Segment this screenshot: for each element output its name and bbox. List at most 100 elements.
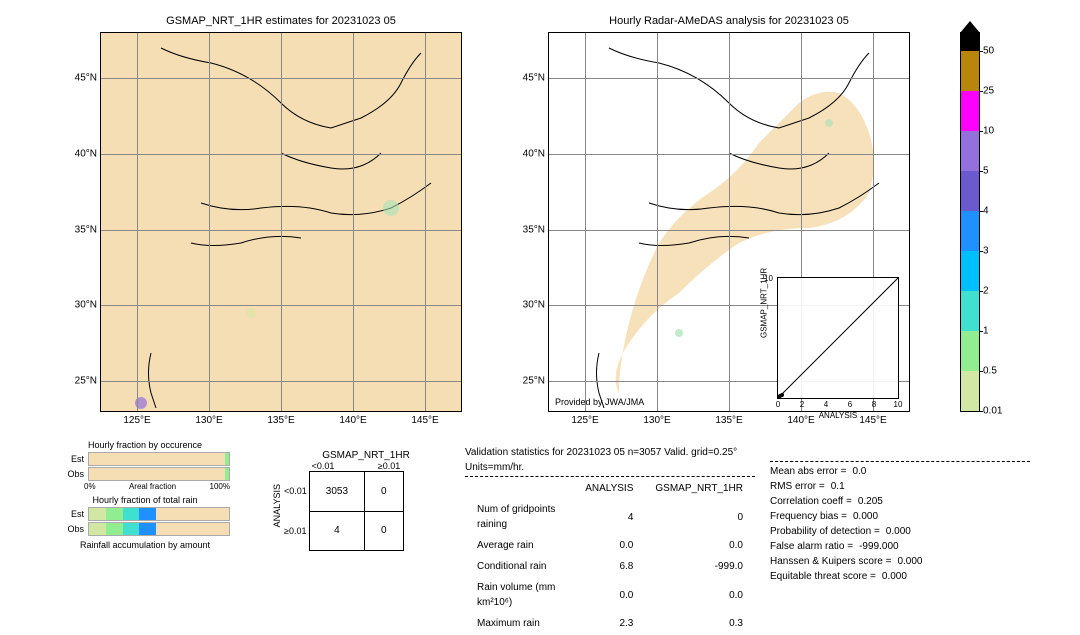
ct-cell-10: 4 (309, 511, 364, 551)
colorbar-segment (961, 371, 979, 411)
ct-row-label-0: <0.01 (284, 471, 307, 511)
bar-track (88, 507, 230, 521)
colorbar-segment (961, 171, 979, 211)
table-row: Conditional rain6.8-999.0 (467, 557, 753, 576)
stat-value: 0.000 (891, 554, 922, 569)
ytick: 40°N (523, 148, 549, 159)
colorbar-label: 3 (983, 246, 989, 257)
table-row: Maximum rain2.30.3 (467, 614, 753, 633)
colorbar-segment (961, 291, 979, 331)
hbar-title-3: Rainfall accumulation by amount (60, 540, 230, 550)
bar-track (88, 467, 230, 481)
stat-row: Hanssen & Kuipers score = 0.000 (770, 554, 1030, 569)
colorbar-segment (961, 91, 979, 131)
validation-stats-block: Validation statistics for 20231023 05 n=… (465, 445, 755, 635)
val-cell: Rain volume (mm km²10⁶) (467, 578, 573, 612)
colorbar-label: 0.5 (983, 366, 997, 377)
val-cell: 6.8 (575, 557, 643, 576)
stat-value: 0.0 (846, 464, 866, 479)
stat-row: Frequency bias = 0.000 (770, 509, 1030, 524)
inset-xtick: 10 (894, 400, 903, 409)
colorbar-label: 5 (983, 166, 989, 177)
val-cell: 2.3 (575, 614, 643, 633)
ytick: 25°N (523, 375, 549, 386)
val-col-header (467, 481, 573, 498)
colorbar-segment (961, 331, 979, 371)
inset-xtick: 2 (800, 400, 804, 409)
ytick: 30°N (523, 300, 549, 311)
bar-track (88, 452, 230, 466)
ct-row-header: ANALYSIS (270, 480, 284, 531)
scatter-svg (778, 278, 898, 398)
bar-label: Obs (60, 469, 88, 479)
xtick: 135°E (715, 411, 742, 426)
stat-key: RMS error = (770, 479, 825, 494)
colorbar-arrow-icon (960, 21, 980, 33)
stat-row: Mean abs error = 0.0 (770, 464, 1030, 479)
radar-map-title: Hourly Radar-AMeDAS analysis for 2023102… (549, 15, 909, 27)
stat-key: Mean abs error = (770, 464, 846, 479)
xtick: 130°E (195, 411, 222, 426)
contingency-table: 30530 40 (309, 471, 404, 551)
axis-left: 0% (84, 482, 96, 491)
scatter-inset: GSMAP_NRT_1HR ANALYSIS 0246810 10 (777, 277, 899, 399)
val-cell: Maximum rain (467, 614, 573, 633)
stat-key: Hanssen & Kuipers score = (770, 554, 891, 569)
xtick: 125°E (123, 411, 150, 426)
bar-row: Obs (60, 467, 230, 481)
divider (465, 476, 755, 477)
bar-label: Est (60, 509, 88, 519)
ytick: 35°N (75, 224, 101, 235)
colorbar-label: 1 (983, 326, 989, 337)
ytick: 45°N (75, 73, 101, 84)
hbar-title-2: Hourly fraction of total rain (60, 495, 230, 505)
ct-col-label-0: <0.01 (290, 461, 356, 471)
val-cell: 0.3 (645, 614, 753, 633)
provider-label: Provided by JWA/JMA (555, 397, 644, 407)
colorbar-segment (961, 131, 979, 171)
stat-value: 0.000 (876, 569, 907, 584)
val-cell: 0.0 (575, 578, 643, 612)
inset-xtick: 8 (872, 400, 876, 409)
bar-row: Est (60, 452, 230, 466)
stat-value: 0.205 (852, 494, 883, 509)
stat-value: 0.000 (847, 509, 878, 524)
val-cell: 4 (575, 500, 643, 534)
colorbar-segment (961, 251, 979, 291)
stat-row: Correlation coeff = 0.205 (770, 494, 1030, 509)
xtick: 130°E (643, 411, 670, 426)
bar-row: Obs (60, 522, 230, 536)
bar-label: Obs (60, 524, 88, 534)
xtick: 135°E (267, 411, 294, 426)
stat-key: Frequency bias = (770, 509, 847, 524)
divider (770, 461, 1030, 462)
ct-row-label-1: ≥0.01 (284, 511, 307, 551)
colorbar-label: 4 (983, 206, 989, 217)
xtick: 145°E (859, 411, 886, 426)
ct-col-label-1: ≥0.01 (356, 461, 422, 471)
xtick: 140°E (339, 411, 366, 426)
hbar-title-1: Hourly fraction by occurence (60, 440, 230, 450)
ct-col-header: GSMAP_NRT_1HR (310, 450, 422, 461)
ytick: 25°N (75, 375, 101, 386)
val-col-header: ANALYSIS (575, 481, 643, 498)
stat-row: Equitable threat score = 0.000 (770, 569, 1030, 584)
val-cell: Num of gridpoints raining (467, 500, 573, 534)
stat-key: False alarm ratio = (770, 539, 853, 554)
gsmap-map-panel: GSMAP_NRT_1HR estimates for 20231023 05 … (100, 32, 462, 412)
stat-key: Probability of detection = (770, 524, 880, 539)
stat-value: 0.000 (880, 524, 911, 539)
stat-row: RMS error = 0.1 (770, 479, 1030, 494)
ct-cell-00: 3053 (309, 472, 364, 512)
colorbar-label: 25 (983, 86, 994, 97)
stat-row: Probability of detection = 0.000 (770, 524, 1030, 539)
val-cell: Conditional rain (467, 557, 573, 576)
xtick: 145°E (411, 411, 438, 426)
val-cell: 0.0 (645, 578, 753, 612)
bar-row: Est (60, 507, 230, 521)
contingency-block: GSMAP_NRT_1HR ANALYSIS <0.01 ≥0.01 <0.01… (270, 450, 422, 551)
axis-mid: Areal fraction (96, 482, 210, 491)
stat-value: -999.000 (853, 539, 898, 554)
ct-cell-11: 0 (365, 511, 404, 551)
colorbar-segment (961, 51, 979, 91)
